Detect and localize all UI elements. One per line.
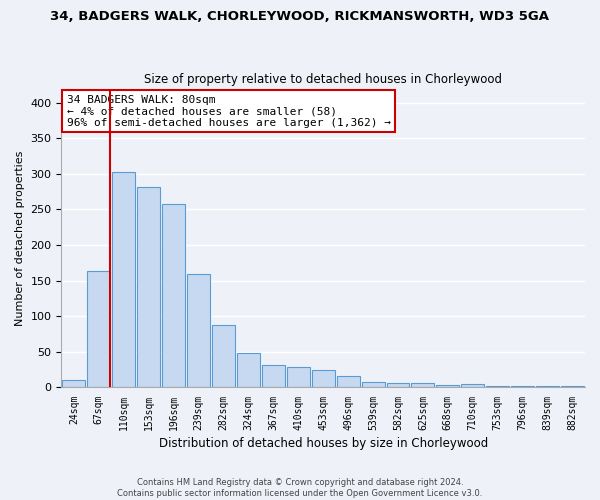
Bar (412, 383, 434, 387)
Bar (511, 386, 534, 387)
Bar (561, 386, 584, 387)
Bar (88, 272, 110, 387)
Bar (337, 376, 359, 387)
Bar (362, 382, 385, 387)
Bar (137, 186, 160, 387)
Bar (536, 386, 559, 387)
Text: 34, BADGERS WALK, CHORLEYWOOD, RICKMANSWORTH, WD3 5GA: 34, BADGERS WALK, CHORLEYWOOD, RICKMANSW… (50, 10, 550, 23)
Bar (386, 383, 409, 387)
Bar (312, 370, 335, 387)
Bar (287, 368, 310, 387)
Bar (62, 380, 85, 387)
Bar (187, 274, 210, 387)
Title: Size of property relative to detached houses in Chorleywood: Size of property relative to detached ho… (144, 73, 502, 86)
Y-axis label: Number of detached properties: Number of detached properties (15, 150, 25, 326)
X-axis label: Distribution of detached houses by size in Chorleywood: Distribution of detached houses by size … (158, 437, 488, 450)
Text: 34 BADGERS WALK: 80sqm
← 4% of detached houses are smaller (58)
96% of semi-deta: 34 BADGERS WALK: 80sqm ← 4% of detached … (67, 94, 391, 128)
Bar (262, 365, 285, 387)
Bar (237, 353, 260, 387)
Bar (112, 172, 135, 387)
Bar (461, 384, 484, 387)
Bar (212, 324, 235, 387)
Bar (486, 386, 509, 387)
Bar (162, 204, 185, 387)
Text: Contains HM Land Registry data © Crown copyright and database right 2024.
Contai: Contains HM Land Registry data © Crown c… (118, 478, 482, 498)
Bar (436, 385, 460, 387)
